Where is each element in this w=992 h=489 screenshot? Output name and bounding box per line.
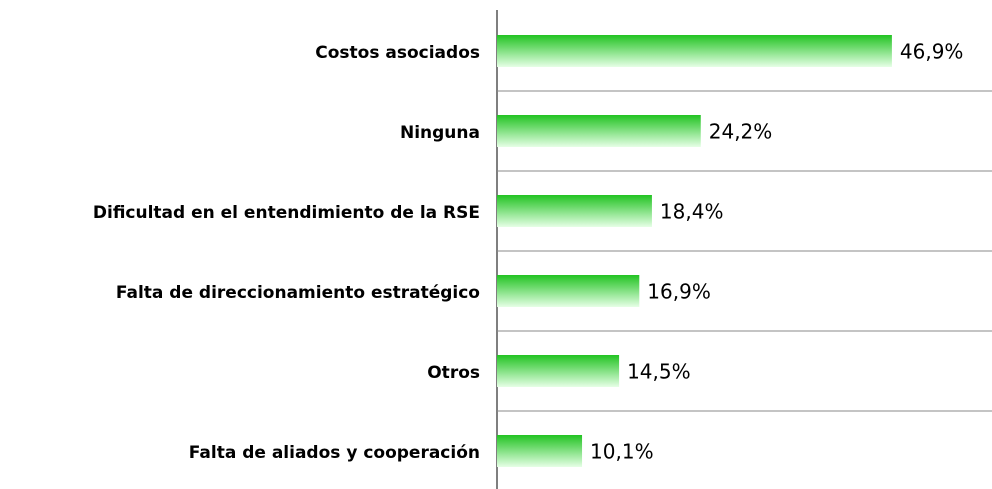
value-label: 46,9% (900, 40, 964, 64)
category-label: Costos asociados (315, 43, 480, 63)
value-label: 24,2% (709, 120, 773, 144)
category-label: Dificultad en el entendimiento de la RSE (93, 203, 480, 223)
value-label: 18,4% (660, 200, 724, 224)
value-label: 10,1% (590, 440, 654, 464)
bar (497, 275, 640, 307)
category-label: Otros (427, 363, 480, 383)
bar (497, 35, 892, 67)
category-label: Falta de direccionamiento estratégico (116, 283, 480, 303)
category-label: Falta de aliados y cooperación (189, 443, 480, 463)
category-label: Ninguna (400, 123, 480, 143)
value-label: 16,9% (647, 280, 711, 304)
bar (497, 115, 701, 147)
bar (497, 355, 620, 387)
bar (497, 435, 583, 467)
bar (497, 195, 652, 227)
value-label: 14,5% (627, 360, 691, 384)
